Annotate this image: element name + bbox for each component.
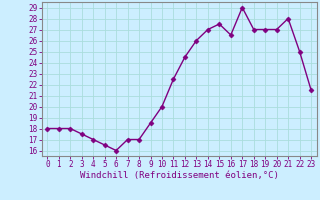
X-axis label: Windchill (Refroidissement éolien,°C): Windchill (Refroidissement éolien,°C) xyxy=(80,171,279,180)
